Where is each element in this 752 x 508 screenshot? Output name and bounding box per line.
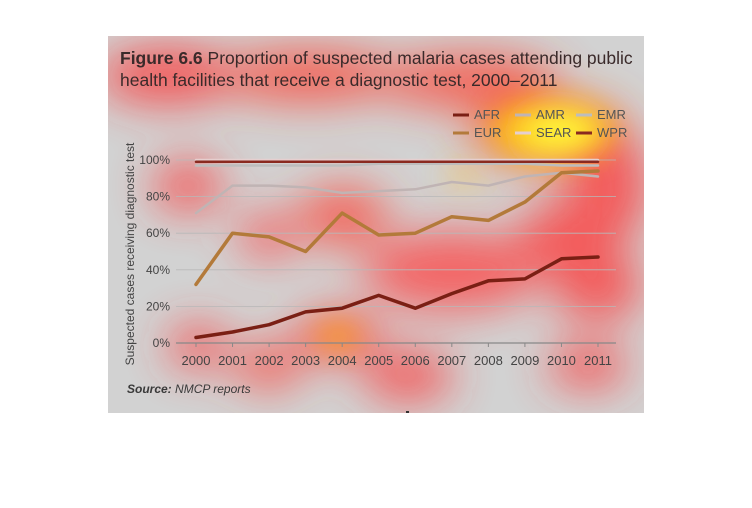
x-tick-label: 2009 (510, 353, 539, 368)
x-tick-label: 2002 (255, 353, 284, 368)
series-line-emr (194, 162, 600, 167)
source-text: NMCP reports (175, 382, 251, 396)
x-tick-label: 2006 (401, 353, 430, 368)
y-tick-label: 20% (146, 299, 170, 313)
line-chart: 0% 20% 40% 60% 80% 100% 2000 2001 2002 2003 2004 20… (139, 107, 627, 368)
legend-label-eur: EUR (474, 125, 501, 140)
x-tick-label: 2003 (291, 353, 320, 368)
y-axis-label: Suspected cases receiving diagnostic tes… (123, 142, 137, 366)
x-tick-label: 2010 (547, 353, 576, 368)
y-tick-label: 100% (139, 153, 170, 167)
legend-label-sear: SEAR (536, 125, 571, 140)
legend-label-emr: EMR (597, 107, 626, 122)
source-label: Source: (127, 382, 172, 396)
x-tick-label: 2008 (474, 353, 503, 368)
title-line-1: Proportion of suspected malaria cases at… (207, 48, 633, 68)
x-tick-label: 2001 (218, 353, 247, 368)
x-tick-label: 2000 (182, 353, 211, 368)
figure-number: Figure 6.6 (120, 48, 203, 68)
series-line-afr (194, 255, 600, 340)
legend-label-amr: AMR (536, 107, 565, 122)
source-note: Source: NMCP reports (127, 382, 251, 396)
legend-label-afr: AFR (474, 107, 500, 122)
series-line-amr (194, 171, 600, 215)
x-tick-label: 2007 (437, 353, 466, 368)
tick-mark (406, 411, 409, 413)
x-tick-label: 2011 (584, 353, 612, 368)
y-tick-label: 40% (146, 263, 170, 277)
x-tick-label: 2004 (328, 353, 357, 368)
y-tick-label: 60% (146, 226, 170, 240)
series-line-eur (194, 169, 600, 287)
chart-title: Figure 6.6 Proportion of suspected malar… (120, 48, 633, 69)
y-tick-label: 0% (153, 336, 171, 350)
legend-label-wpr: WPR (597, 125, 627, 140)
y-tick-label: 80% (146, 190, 170, 204)
x-tick-label: 2005 (364, 353, 393, 368)
chart-title-line-2: health facilities that receive a diagnos… (120, 70, 558, 90)
